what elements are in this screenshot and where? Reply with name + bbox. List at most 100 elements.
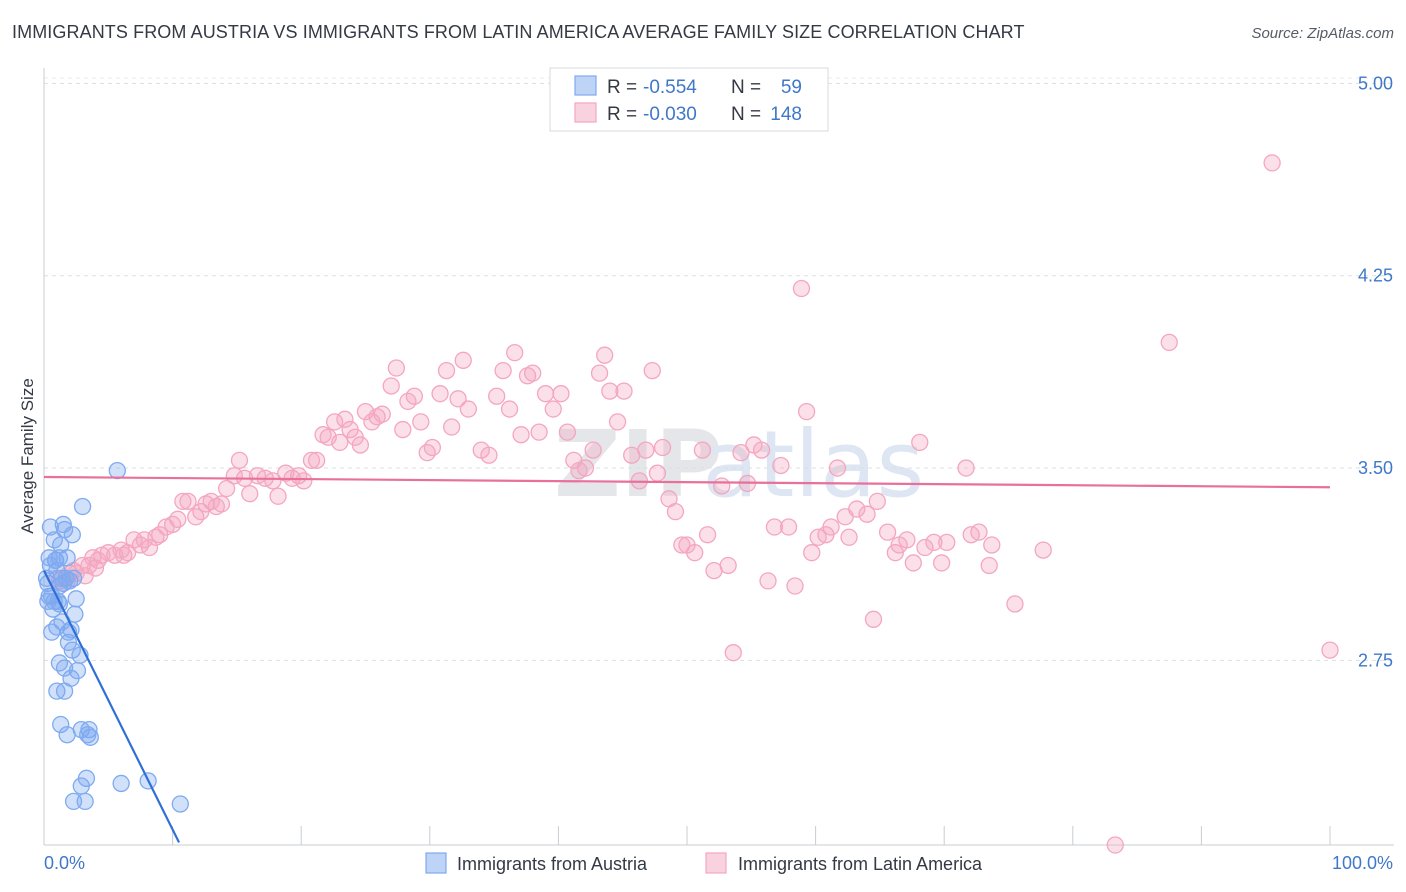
austria-point xyxy=(67,590,85,608)
latin-america-point xyxy=(765,518,784,536)
latin-america-point xyxy=(552,385,570,403)
latin-america-point xyxy=(140,538,159,557)
y-tick-label: 3.50 xyxy=(1358,458,1393,478)
latin-america-point xyxy=(643,361,661,380)
watermark-zip: ZIP xyxy=(554,411,722,518)
latin-america-point xyxy=(418,444,436,462)
latin-america-point xyxy=(698,526,717,544)
latin-america-point xyxy=(653,438,672,457)
latin-america-point xyxy=(506,343,524,362)
latin-america-point xyxy=(443,418,461,436)
latin-america-point xyxy=(331,433,349,452)
austria-point xyxy=(53,569,71,587)
y-tick-label: 5.00 xyxy=(1358,73,1393,93)
latin-america-point xyxy=(983,536,1001,554)
latin-america-point xyxy=(898,531,916,549)
latin-america-point xyxy=(878,523,897,541)
austria-point xyxy=(55,682,74,700)
latin-america-point xyxy=(187,508,205,526)
latin-america-point xyxy=(382,377,400,395)
latin-america-point xyxy=(163,515,182,534)
austria-point xyxy=(108,461,126,480)
latin-america-point xyxy=(779,518,798,536)
latin-america-point xyxy=(394,420,412,439)
latin-america-point xyxy=(693,441,712,459)
legend-n-value-austria: 59 xyxy=(781,77,802,98)
latin-america-point xyxy=(1321,641,1339,659)
latin-america-point xyxy=(264,472,282,490)
austria-point xyxy=(73,497,92,516)
latin-america-point xyxy=(1160,333,1178,352)
legend-n-label-austria: N = xyxy=(731,77,761,98)
latin-america-point xyxy=(925,533,943,552)
legend-r-label-latin-america: R = xyxy=(607,104,637,125)
latin-america-point xyxy=(536,385,555,403)
austria-point xyxy=(64,792,83,811)
bottom-legend-label-latin-america: Immigrants from Latin America xyxy=(738,854,983,874)
austria-point xyxy=(52,715,70,734)
latin-america-point xyxy=(752,441,771,459)
y-axis-label: Average Family Size xyxy=(18,378,37,534)
latin-america-point xyxy=(596,346,614,364)
latin-america-point xyxy=(459,400,478,418)
latin-america-point xyxy=(792,279,811,298)
latin-america-point xyxy=(1006,595,1024,613)
latin-america-point xyxy=(957,459,975,477)
latin-america-point xyxy=(848,500,866,518)
austria-point xyxy=(72,777,90,795)
source-credit: Source: ZipAtlas.com xyxy=(1251,25,1394,42)
latin-america-point xyxy=(179,492,197,511)
austria-point xyxy=(171,795,189,813)
austria-point xyxy=(40,549,58,567)
latin-america-point xyxy=(437,361,456,380)
latin-america-point xyxy=(1263,154,1281,172)
latin-america-point xyxy=(584,441,602,459)
austria-point xyxy=(54,515,72,534)
latin-america-point xyxy=(512,426,530,444)
latin-america-point xyxy=(174,492,192,511)
latin-america-point xyxy=(648,464,667,482)
latin-america-point xyxy=(1034,541,1052,559)
latin-america-point xyxy=(530,423,548,441)
latin-america-point xyxy=(840,528,858,546)
latin-america-point xyxy=(686,544,704,562)
latin-america-point xyxy=(412,413,430,431)
latin-america-point xyxy=(916,538,934,557)
latin-america-point xyxy=(431,385,449,403)
austria-point xyxy=(55,659,74,677)
latin-america-point xyxy=(822,518,840,536)
latin-america-point xyxy=(615,382,633,400)
latin-america-point xyxy=(387,359,406,377)
stats-legend: R = -0.554 N = 59 R = -0.030 N = 148 xyxy=(549,67,829,132)
latin-america-point xyxy=(325,413,344,431)
latin-america-point xyxy=(307,451,326,469)
latin-america-point xyxy=(786,577,804,595)
x-axis-ticks xyxy=(43,826,1331,845)
latin-america-point xyxy=(858,505,876,523)
austria-point xyxy=(112,774,130,793)
legend-n-label-latin-america: N = xyxy=(731,104,761,125)
legend-r-label-austria: R = xyxy=(607,77,637,98)
latin-america-point xyxy=(336,410,354,428)
latin-america-point xyxy=(500,400,519,418)
latin-america-point xyxy=(169,510,187,528)
austria-point xyxy=(43,623,61,641)
latin-america-point xyxy=(405,387,424,405)
latin-america-point xyxy=(732,444,750,462)
latin-america-point xyxy=(759,572,777,590)
bottom-legend-label-austria: Immigrants from Austria xyxy=(457,854,648,874)
latin-america-point xyxy=(911,433,929,452)
latin-america-point xyxy=(719,556,737,575)
latin-america-point xyxy=(828,459,847,477)
latin-america-point xyxy=(454,351,472,369)
latin-america-point xyxy=(295,472,313,490)
latin-america-point xyxy=(608,413,627,431)
legend-swatch-austria xyxy=(574,75,597,96)
latin-america-point xyxy=(373,405,391,423)
latin-america-point xyxy=(868,492,886,511)
latin-america-point xyxy=(212,495,231,513)
latin-america-point xyxy=(488,387,506,405)
latin-america-point xyxy=(938,533,956,552)
trend-line-austria xyxy=(43,570,181,843)
